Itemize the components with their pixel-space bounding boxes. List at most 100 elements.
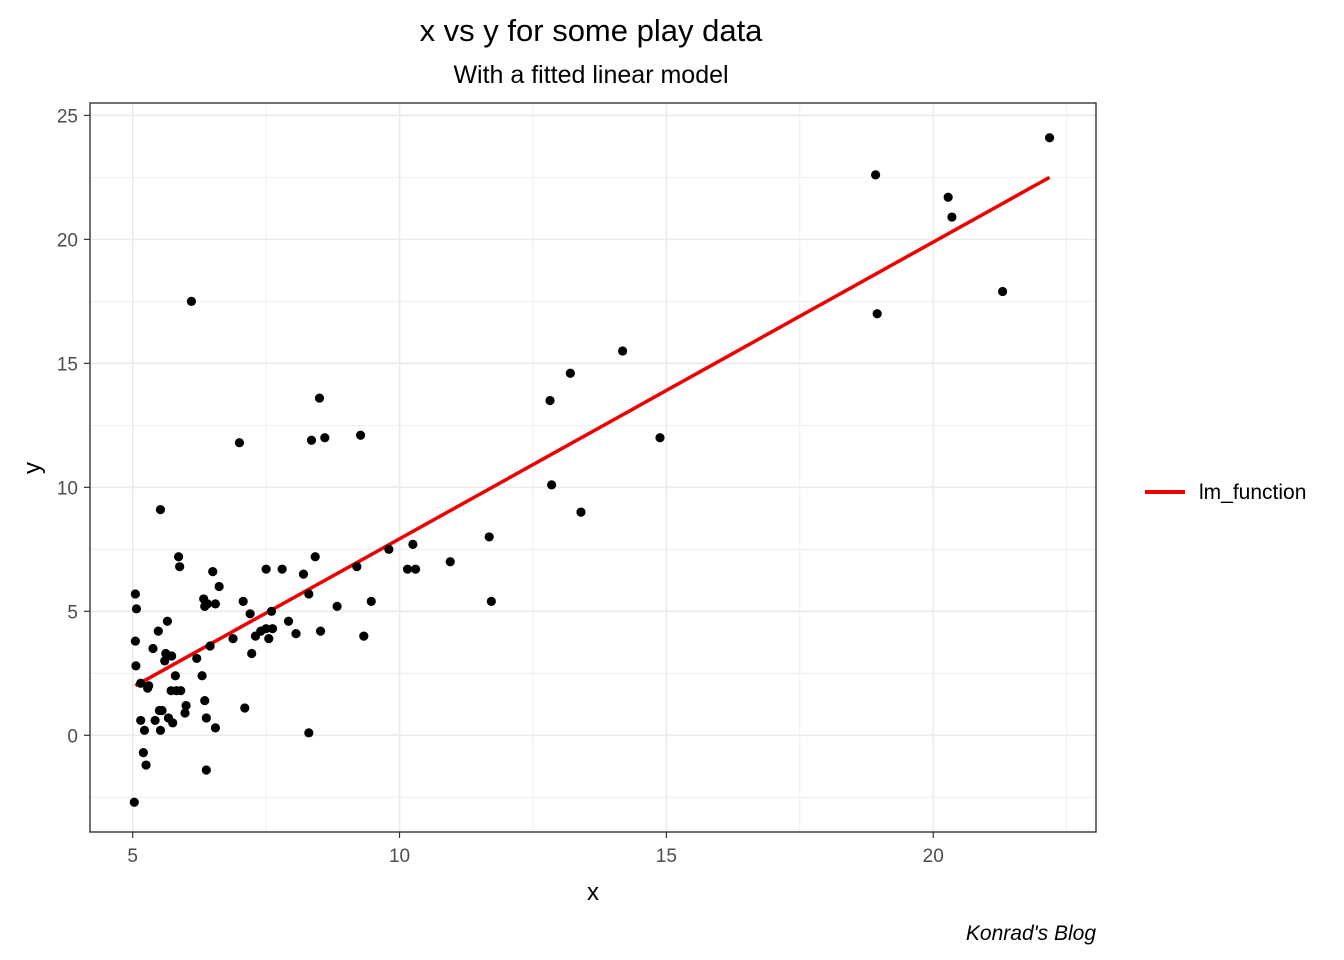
data-point (139, 725, 150, 735)
data-point (170, 671, 180, 681)
data-point (998, 286, 1008, 297)
data-point (247, 648, 257, 659)
data-point (943, 192, 953, 202)
data-point (306, 435, 317, 445)
data-point (484, 532, 494, 542)
data-point (264, 633, 274, 644)
data-point (155, 725, 166, 735)
y-axis-title: y (19, 462, 46, 474)
data-point (355, 430, 366, 440)
data-point (304, 589, 314, 599)
data-point (261, 624, 271, 634)
data-points (129, 133, 1055, 807)
data-point (205, 641, 215, 651)
data-point (402, 564, 413, 574)
data-point (192, 653, 202, 664)
data-point (366, 596, 376, 606)
data-point (129, 797, 139, 807)
y-tick-label: 25 (57, 106, 78, 127)
data-point (320, 433, 330, 443)
data-point (947, 212, 957, 222)
data-point (332, 601, 342, 611)
data-point (202, 599, 213, 609)
data-point (210, 723, 221, 733)
data-point (155, 505, 166, 515)
data-point (266, 606, 277, 616)
x-tick-label: 5 (127, 846, 138, 867)
data-point (228, 633, 238, 644)
data-point (181, 700, 191, 711)
data-point (547, 480, 557, 490)
data-point (576, 507, 586, 517)
grid-lines (90, 103, 1096, 832)
data-point (131, 604, 142, 614)
data-point (314, 393, 325, 403)
x-axis-ticks: 5 10 15 20 (127, 832, 944, 867)
data-point (148, 643, 158, 654)
data-point (200, 695, 210, 706)
data-point (201, 713, 211, 723)
chart-subtitle: With a fitted linear model (453, 61, 728, 89)
data-point (486, 596, 496, 606)
data-point (408, 539, 418, 549)
y-tick-label: 15 (57, 354, 78, 375)
chart-caption: Konrad's Blog (966, 922, 1096, 945)
data-point (384, 544, 394, 554)
data-point (283, 616, 294, 626)
x-tick-label: 15 (656, 846, 677, 867)
data-point (210, 599, 221, 609)
data-point (310, 552, 320, 562)
data-point (160, 656, 170, 666)
data-point (304, 728, 314, 738)
data-point (197, 671, 207, 681)
data-point (175, 562, 185, 572)
data-point (138, 748, 148, 758)
legend-label-lm-function: lm_function (1199, 481, 1306, 504)
data-point (410, 564, 421, 574)
y-tick-label: 5 (67, 602, 78, 623)
legend: lm_function (1145, 481, 1306, 504)
x-axis-title: x (587, 879, 599, 906)
data-point (545, 395, 555, 406)
data-point (168, 718, 178, 728)
data-point (655, 433, 665, 443)
data-point (201, 765, 211, 775)
data-point (141, 760, 151, 770)
data-point (359, 631, 369, 641)
data-point (267, 624, 278, 634)
data-point (130, 589, 140, 599)
data-point (176, 686, 186, 696)
data-point (180, 708, 190, 718)
data-point (136, 715, 146, 726)
panel-border (89, 102, 1097, 833)
data-point (1044, 133, 1055, 143)
data-point (130, 636, 140, 646)
data-point (872, 309, 882, 319)
data-point (298, 569, 309, 579)
y-axis-ticks: 0 5 10 15 20 25 (57, 106, 90, 747)
data-point (208, 567, 218, 577)
data-point (245, 609, 255, 619)
data-point (870, 170, 881, 180)
data-point (261, 564, 271, 574)
data-point (445, 557, 455, 567)
data-point (240, 703, 250, 713)
data-point (618, 346, 628, 356)
data-point (291, 629, 301, 639)
data-point (352, 562, 362, 572)
x-tick-label: 20 (923, 846, 944, 867)
data-point (136, 678, 146, 688)
y-tick-label: 0 (67, 726, 78, 747)
data-point (150, 715, 160, 726)
data-point (131, 661, 141, 671)
y-tick-label: 20 (57, 230, 78, 251)
data-point (238, 596, 248, 606)
data-point (153, 626, 163, 636)
data-point (214, 581, 224, 592)
data-point (186, 296, 197, 306)
data-point (144, 681, 154, 691)
chart-title: x vs y for some play data (420, 13, 764, 48)
data-point (234, 438, 245, 448)
